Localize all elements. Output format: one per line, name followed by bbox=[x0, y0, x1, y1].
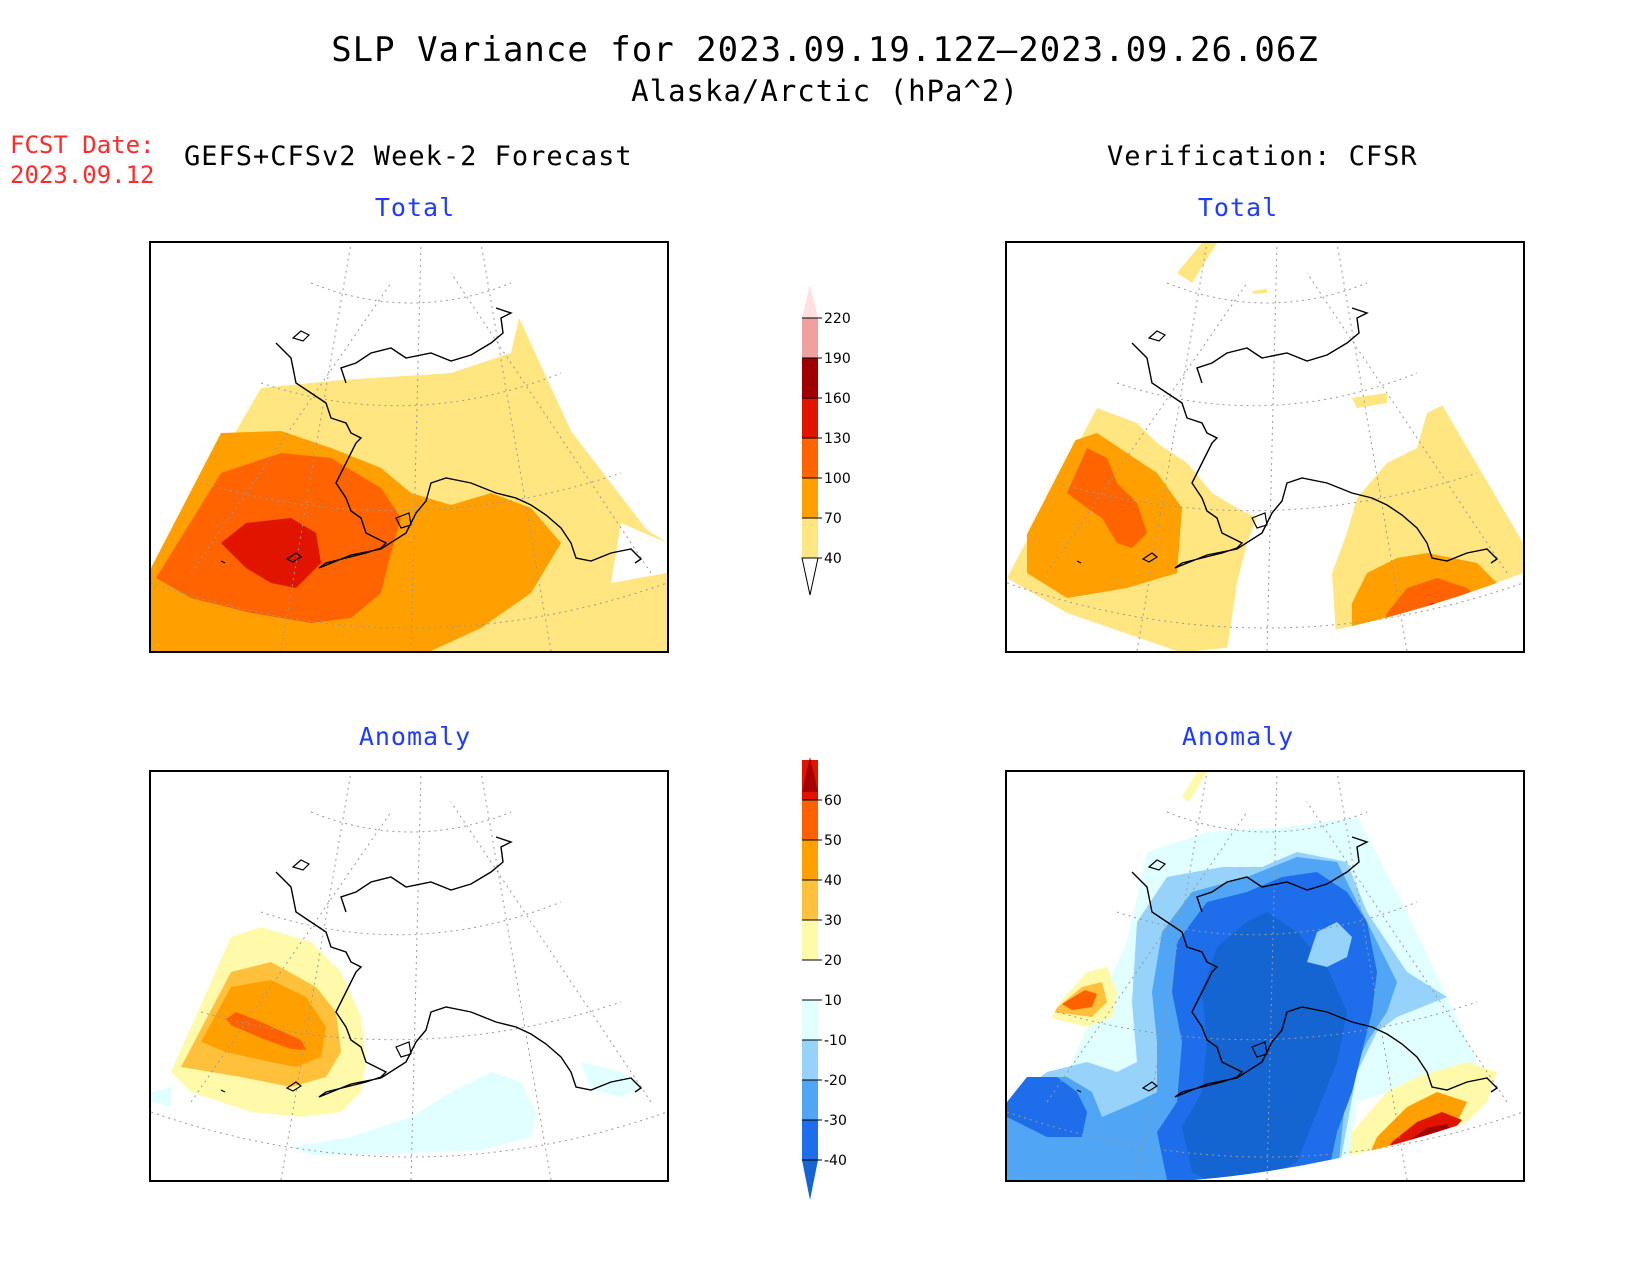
subtitle: Alaska/Arctic (hPa^2) bbox=[631, 74, 1019, 108]
cbar-anom-label-9: 60 bbox=[824, 793, 842, 809]
colorbar-total-ticks bbox=[802, 317, 822, 559]
colorbar-total-bottom bbox=[801, 557, 819, 596]
fcst-date-label: FCST Date: bbox=[10, 131, 155, 159]
cbar-total-label-4: 160 bbox=[824, 391, 851, 407]
forecast-header: GEFS+CFSv2 Week-2 Forecast bbox=[184, 141, 633, 172]
forecast-anomaly-title: Anomaly bbox=[358, 722, 472, 751]
verification-anomaly-map bbox=[1005, 770, 1525, 1182]
swatch-neg20-neg10 bbox=[802, 1040, 818, 1080]
cbar-total-label-0: 40 bbox=[824, 551, 842, 567]
verification-total-svg bbox=[1007, 243, 1523, 651]
coastline bbox=[1131, 836, 1499, 1098]
verification-total-map bbox=[1005, 241, 1525, 653]
swatch-130-160 bbox=[802, 398, 818, 438]
contour-100-a bbox=[1067, 448, 1147, 548]
cbar-total-label-5: 190 bbox=[824, 351, 851, 367]
cbar-anom-label-0: -40 bbox=[824, 1153, 847, 1169]
colorbar-anomaly-swatches bbox=[802, 757, 818, 1200]
swatch-40-50 bbox=[802, 800, 818, 840]
empty-right bbox=[611, 523, 667, 583]
forecast-anomaly-svg bbox=[151, 772, 667, 1180]
cbar-anom-label-4: 10 bbox=[824, 993, 842, 1009]
swatch-40-70 bbox=[802, 518, 818, 558]
map-grid bbox=[151, 772, 667, 1180]
swatch-220-top bbox=[802, 285, 818, 318]
swatch-neg10 bbox=[802, 1000, 818, 1040]
map-grid bbox=[1007, 772, 1523, 1180]
forecast-total-map bbox=[149, 241, 669, 653]
swatch-20-30 bbox=[802, 880, 818, 920]
map-grid bbox=[151, 243, 667, 651]
cbar-anom-label-5: 20 bbox=[824, 953, 842, 969]
swatch-neg30-neg20 bbox=[802, 1080, 818, 1120]
contour-40-c bbox=[1177, 243, 1387, 408]
cbar-anom-label-1: -30 bbox=[824, 1113, 847, 1129]
cbar-anom-label-3: -10 bbox=[824, 1033, 847, 1049]
swatch-lt-neg40 bbox=[802, 1160, 818, 1200]
coastline bbox=[1131, 307, 1499, 569]
contour-neg10-c bbox=[151, 1087, 171, 1107]
main-title: SLP Variance for 2023.09.19.12Z—2023.09.… bbox=[331, 30, 1319, 70]
coastline bbox=[275, 307, 643, 569]
swatch-30-40 bbox=[802, 840, 818, 880]
verification-total-title: Total bbox=[1197, 193, 1279, 222]
swatch-100-130 bbox=[802, 438, 818, 478]
outer-white bbox=[1007, 772, 1523, 1180]
outer-white bbox=[1007, 243, 1523, 651]
forecast-total-svg bbox=[151, 243, 667, 651]
cbar-total-label-6: 220 bbox=[824, 311, 851, 327]
contour-10-top bbox=[1182, 772, 1207, 802]
swatch-190-220 bbox=[802, 318, 818, 358]
colorbar-anomaly: -40 -30 -20 -10 10 20 30 40 50 60 bbox=[790, 752, 860, 1206]
colorbar-total-swatches bbox=[801, 285, 819, 596]
cbar-anom-label-6: 30 bbox=[824, 913, 842, 929]
cbar-total-label-3: 130 bbox=[824, 431, 851, 447]
cbar-total-label-1: 70 bbox=[824, 511, 842, 527]
swatch-70-100 bbox=[802, 478, 818, 518]
swatch-neg40-neg30 bbox=[802, 1120, 818, 1160]
map-grid bbox=[1007, 243, 1523, 651]
colorbar-anomaly-ticks bbox=[802, 799, 822, 1161]
verification-header: Verification: CFSR bbox=[1107, 141, 1418, 172]
swatch-gt-60 bbox=[802, 757, 818, 792]
colorbar-total: 40 70 100 130 160 190 220 bbox=[790, 280, 860, 614]
cbar-anom-label-2: -20 bbox=[824, 1073, 847, 1089]
cbar-total-label-2: 100 bbox=[824, 471, 851, 487]
cbar-anom-label-8: 50 bbox=[824, 833, 842, 849]
verification-anomaly-svg bbox=[1007, 772, 1523, 1180]
swatch-10-20 bbox=[802, 920, 818, 960]
coastline bbox=[275, 836, 643, 1098]
swatch-160-190 bbox=[802, 358, 818, 398]
contour-130 bbox=[221, 518, 321, 588]
fcst-date-value: 2023.09.12 bbox=[10, 161, 155, 189]
contour-neg10-a bbox=[291, 1072, 536, 1155]
forecast-total-title: Total bbox=[374, 193, 456, 222]
forecast-anomaly-map bbox=[149, 770, 669, 1182]
verification-anomaly-title: Anomaly bbox=[1181, 722, 1295, 751]
contour-neg20-hole bbox=[1307, 922, 1352, 967]
contour-40-w bbox=[1062, 990, 1097, 1010]
contour-neg40-dark bbox=[1182, 912, 1347, 1180]
swatch-neutral bbox=[802, 960, 818, 1000]
cbar-anom-label-7: 40 bbox=[824, 873, 842, 889]
